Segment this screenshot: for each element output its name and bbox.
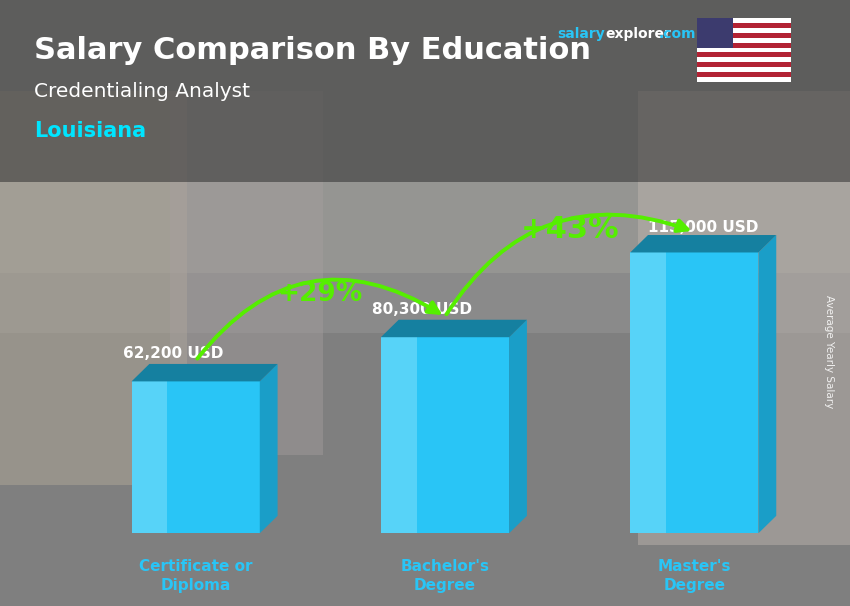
Text: explorer: explorer xyxy=(605,27,671,41)
Text: .com: .com xyxy=(659,27,696,41)
Polygon shape xyxy=(630,235,776,253)
Bar xyxy=(697,77,791,82)
Bar xyxy=(638,91,850,545)
Polygon shape xyxy=(381,320,527,337)
Polygon shape xyxy=(758,235,776,533)
Bar xyxy=(0,0,850,273)
Bar xyxy=(697,38,791,42)
Polygon shape xyxy=(630,253,758,533)
Text: Credentialing Analyst: Credentialing Analyst xyxy=(34,82,250,101)
Text: Salary Comparison By Education: Salary Comparison By Education xyxy=(34,36,591,65)
Bar xyxy=(0,0,850,182)
Bar xyxy=(697,18,791,23)
Bar xyxy=(697,67,791,72)
Bar xyxy=(697,58,791,62)
Polygon shape xyxy=(630,253,666,533)
Text: +29%: +29% xyxy=(278,281,363,307)
Text: salary: salary xyxy=(557,27,604,41)
Text: 80,300 USD: 80,300 USD xyxy=(372,302,472,316)
Text: Master's
Degree: Master's Degree xyxy=(658,559,731,593)
Text: +43%: +43% xyxy=(520,215,619,244)
Bar xyxy=(0,333,850,606)
Text: Bachelor's
Degree: Bachelor's Degree xyxy=(400,559,490,593)
Bar xyxy=(697,47,791,53)
Bar xyxy=(170,91,323,454)
Polygon shape xyxy=(132,381,260,533)
Bar xyxy=(697,18,733,47)
Polygon shape xyxy=(381,337,416,533)
Text: Certificate or
Diploma: Certificate or Diploma xyxy=(139,559,252,593)
Text: Average Yearly Salary: Average Yearly Salary xyxy=(824,295,834,408)
Polygon shape xyxy=(509,320,527,533)
Polygon shape xyxy=(260,364,278,533)
Polygon shape xyxy=(132,364,278,381)
Text: Louisiana: Louisiana xyxy=(34,121,146,141)
Text: 62,200 USD: 62,200 USD xyxy=(122,346,223,361)
Bar xyxy=(697,28,791,33)
Polygon shape xyxy=(381,337,509,533)
Bar xyxy=(0,91,187,485)
Polygon shape xyxy=(132,381,167,533)
Text: 115,000 USD: 115,000 USD xyxy=(648,220,758,235)
